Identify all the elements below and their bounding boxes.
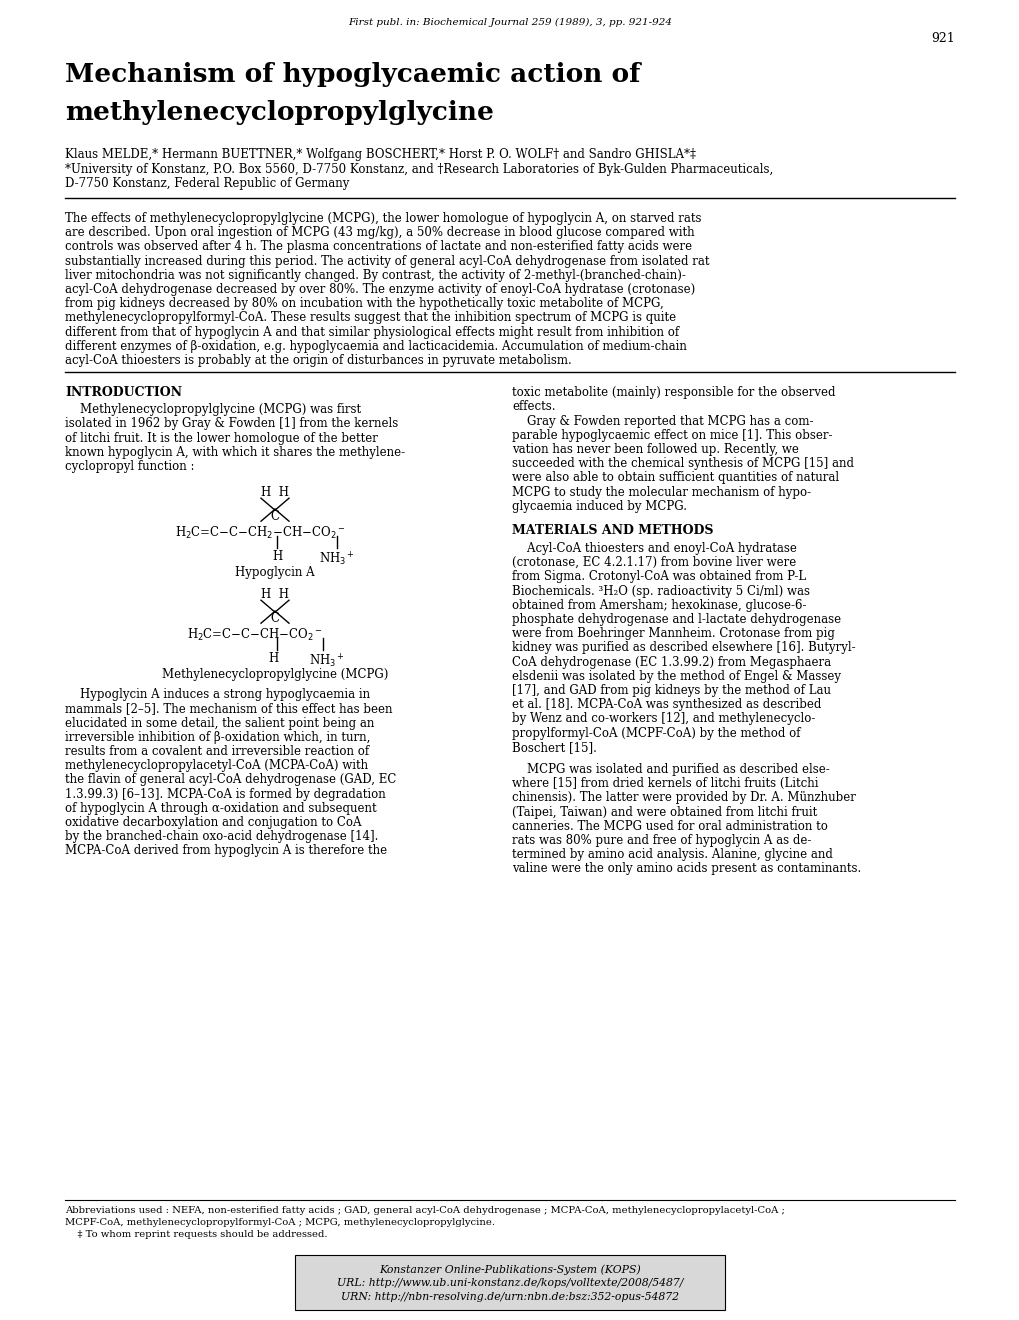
Text: URN: http://nbn-resolving.de/urn:nbn.de:bsz:352-opus-54872: URN: http://nbn-resolving.de/urn:nbn.de:… [340,1292,679,1302]
Text: 1.3.99.3) [6–13]. MCPA-CoA is formed by degradation: 1.3.99.3) [6–13]. MCPA-CoA is formed by … [65,788,385,801]
Text: mammals [2–5]. The mechanism of this effect has been: mammals [2–5]. The mechanism of this eff… [65,702,392,715]
Text: from pig kidneys decreased by 80% on incubation with the hypothetically toxic me: from pig kidneys decreased by 80% on inc… [65,297,663,310]
Text: parable hypoglycaemic effect on mice [1]. This obser-: parable hypoglycaemic effect on mice [1]… [512,429,832,442]
Text: are described. Upon oral ingestion of MCPG (43 mg/kg), a 50% decrease in blood g: are described. Upon oral ingestion of MC… [65,226,694,239]
Text: liver mitochondria was not significantly changed. By contrast, the activity of 2: liver mitochondria was not significantly… [65,269,685,281]
Text: substantially increased during this period. The activity of general acyl-CoA deh: substantially increased during this peri… [65,255,709,268]
Text: (crotonase, EC 4.2.1.17) from bovine liver were: (crotonase, EC 4.2.1.17) from bovine liv… [512,556,796,569]
Text: by the branched-chain oxo-acid dehydrogenase [14].: by the branched-chain oxo-acid dehydroge… [65,830,378,843]
Text: C: C [270,612,279,626]
Text: isolated in 1962 by Gray & Fowden [1] from the kernels: isolated in 1962 by Gray & Fowden [1] fr… [65,417,397,430]
Text: elucidated in some detail, the salient point being an: elucidated in some detail, the salient p… [65,717,374,730]
Text: H: H [268,652,278,665]
Text: controls was observed after 4 h. The plasma concentrations of lactate and non-es: controls was observed after 4 h. The pla… [65,240,692,253]
Text: Mechanism of hypoglycaemic action of: Mechanism of hypoglycaemic action of [65,62,640,87]
Text: kidney was purified as described elsewhere [16]. Butyryl-: kidney was purified as described elsewhe… [512,642,855,655]
Text: [17], and GAD from pig kidneys by the method of Lau: [17], and GAD from pig kidneys by the me… [512,684,830,697]
Text: toxic metabolite (mainly) responsible for the observed: toxic metabolite (mainly) responsible fo… [512,387,835,399]
Text: The effects of methylenecyclopropylglycine (MCPG), the lower homologue of hypogl: The effects of methylenecyclopropylglyci… [65,213,701,224]
Text: et al. [18]. MCPA-CoA was synthesized as described: et al. [18]. MCPA-CoA was synthesized as… [512,698,820,711]
Text: of litchi fruit. It is the lower homologue of the better: of litchi fruit. It is the lower homolog… [65,432,377,445]
Text: acyl-CoA thioesters is probably at the origin of disturbances in pyruvate metabo: acyl-CoA thioesters is probably at the o… [65,354,572,367]
Text: H  H: H H [261,486,288,499]
Text: H: H [272,550,282,564]
Text: from Sigma. Crotonyl-CoA was obtained from P-L: from Sigma. Crotonyl-CoA was obtained fr… [512,570,805,583]
Text: Boschert [15].: Boschert [15]. [512,741,596,754]
Text: methylenecyclopropylglycine: methylenecyclopropylglycine [65,100,493,125]
Text: elsdenii was isolated by the method of Engel & Massey: elsdenii was isolated by the method of E… [512,669,841,682]
Text: effects.: effects. [512,400,555,413]
Text: NH$_3$$^+$: NH$_3$$^+$ [309,652,344,669]
Text: were from Boehringer Mannheim. Crotonase from pig: were from Boehringer Mannheim. Crotonase… [512,627,835,640]
Text: Konstanzer Online-Publikations-System (KOPS): Konstanzer Online-Publikations-System (K… [379,1265,640,1275]
Text: D-7750 Konstanz, Federal Republic of Germany: D-7750 Konstanz, Federal Republic of Ger… [65,177,350,190]
Text: propylformyl-CoA (MCPF-CoA) by the method of: propylformyl-CoA (MCPF-CoA) by the metho… [512,726,800,739]
Text: Abbreviations used : NEFA, non-esterified fatty acids ; GAD, general acyl-CoA de: Abbreviations used : NEFA, non-esterifie… [65,1206,784,1214]
Text: of hypoglycin A through α-oxidation and subsequent: of hypoglycin A through α-oxidation and … [65,801,376,814]
Text: phosphate dehydrogenase and l-lactate dehydrogenase: phosphate dehydrogenase and l-lactate de… [512,612,841,626]
Text: MCPA-CoA derived from hypoglycin A is therefore the: MCPA-CoA derived from hypoglycin A is th… [65,845,387,858]
Text: chinensis). The latter were provided by Dr. A. Münzhuber: chinensis). The latter were provided by … [512,792,855,804]
Text: cyclopropyl function :: cyclopropyl function : [65,459,195,473]
Text: MCPG was isolated and purified as described else-: MCPG was isolated and purified as descri… [512,763,828,776]
Text: results from a covalent and irreversible reaction of: results from a covalent and irreversible… [65,744,369,758]
Text: known hypoglycin A, with which it shares the methylene-: known hypoglycin A, with which it shares… [65,446,405,459]
Text: MATERIALS AND METHODS: MATERIALS AND METHODS [512,524,713,537]
Text: Klaus MELDE,* Hermann BUETTNER,* Wolfgang BOSCHERT,* Horst P. O. WOLF† and Sandr: Klaus MELDE,* Hermann BUETTNER,* Wolfgan… [65,148,695,161]
Text: C: C [270,511,279,523]
Text: glycaemia induced by MCPG.: glycaemia induced by MCPG. [512,500,687,512]
Text: the flavin of general acyl-CoA dehydrogenase (GAD, EC: the flavin of general acyl-CoA dehydroge… [65,774,396,787]
Text: by Wenz and co-workers [12], and methylenecyclo-: by Wenz and co-workers [12], and methyle… [512,713,814,726]
Text: First publ. in: Biochemical Journal 259 (1989), 3, pp. 921-924: First publ. in: Biochemical Journal 259 … [347,18,672,28]
Text: *University of Konstanz, P.O. Box 5560, D-7750 Konstanz, and †Research Laborator: *University of Konstanz, P.O. Box 5560, … [65,162,772,176]
Text: succeeded with the chemical synthesis of MCPG [15] and: succeeded with the chemical synthesis of… [512,457,853,470]
Text: were also able to obtain sufficient quantities of natural: were also able to obtain sufficient quan… [512,471,839,484]
Text: INTRODUCTION: INTRODUCTION [65,387,181,399]
Text: Hypoglycin A induces a strong hypoglycaemia in: Hypoglycin A induces a strong hypoglycae… [65,688,370,701]
Text: MCPF-CoA, methylenecyclopropylformyl-CoA ; MCPG, methylenecyclopropylglycine.: MCPF-CoA, methylenecyclopropylformyl-CoA… [65,1218,494,1228]
Text: methylenecyclopropylformyl-CoA. These results suggest that the inhibition spectr: methylenecyclopropylformyl-CoA. These re… [65,312,676,325]
Text: ‡ To whom reprint requests should be addressed.: ‡ To whom reprint requests should be add… [65,1230,327,1239]
Text: valine were the only amino acids present as contaminants.: valine were the only amino acids present… [512,862,860,875]
Text: Methylenecyclopropylglycine (MCPG): Methylenecyclopropylglycine (MCPG) [162,668,388,681]
Text: where [15] from dried kernels of litchi fruits (Litchi: where [15] from dried kernels of litchi … [512,777,817,791]
Text: Methylenecyclopropylglycine (MCPG) was first: Methylenecyclopropylglycine (MCPG) was f… [65,403,361,416]
Text: termined by amino acid analysis. Alanine, glycine and: termined by amino acid analysis. Alanine… [512,849,833,861]
Text: URL: http://www.ub.uni-konstanz.de/kops/volltexte/2008/5487/: URL: http://www.ub.uni-konstanz.de/kops/… [336,1278,683,1288]
Text: different from that of hypoglycin A and that similar physiological effects might: different from that of hypoglycin A and … [65,326,679,339]
Text: Biochemicals. ³H₂O (sp. radioactivity 5 Ci/ml) was: Biochemicals. ³H₂O (sp. radioactivity 5 … [512,585,809,598]
Text: canneries. The MCPG used for oral administration to: canneries. The MCPG used for oral admini… [512,820,827,833]
Text: H$_2$C=C$-$C$-$CH$-$CO$_2$$^-$: H$_2$C=C$-$C$-$CH$-$CO$_2$$^-$ [186,627,322,643]
Text: 921: 921 [930,32,954,45]
Text: H  H: H H [261,589,288,601]
Text: Hypoglycin A: Hypoglycin A [235,566,315,579]
Text: vation has never been followed up. Recently, we: vation has never been followed up. Recen… [512,444,798,455]
Text: (Taipei, Taiwan) and were obtained from litchi fruit: (Taipei, Taiwan) and were obtained from … [512,805,816,818]
Text: obtained from Amersham; hexokinase, glucose-6-: obtained from Amersham; hexokinase, gluc… [512,599,806,611]
Text: different enzymes of β-oxidation, e.g. hypoglycaemia and lacticacidemia. Accumul: different enzymes of β-oxidation, e.g. h… [65,339,686,352]
Text: Gray & Fowden reported that MCPG has a com-: Gray & Fowden reported that MCPG has a c… [512,414,813,428]
Text: Acyl-CoA thioesters and enoyl-CoA hydratase: Acyl-CoA thioesters and enoyl-CoA hydrat… [512,543,796,554]
Text: MCPG to study the molecular mechanism of hypo-: MCPG to study the molecular mechanism of… [512,486,810,499]
Text: acyl-CoA dehydrogenase decreased by over 80%. The enzyme activity of enoyl-CoA h: acyl-CoA dehydrogenase decreased by over… [65,282,695,296]
Text: rats was 80% pure and free of hypoglycin A as de-: rats was 80% pure and free of hypoglycin… [512,834,810,847]
Text: CoA dehydrogenase (EC 1.3.99.2) from Megasphaera: CoA dehydrogenase (EC 1.3.99.2) from Meg… [512,656,830,669]
Bar [294,1255,725,1309]
Text: irreversible inhibition of β-oxidation which, in turn,: irreversible inhibition of β-oxidation w… [65,731,370,743]
Text: NH$_3$$^+$: NH$_3$$^+$ [319,550,355,568]
Text: oxidative decarboxylation and conjugation to CoA: oxidative decarboxylation and conjugatio… [65,816,361,829]
Text: H$_2$C=C$-$C$-$CH$_2$$-$CH$-$CO$_2$$^-$: H$_2$C=C$-$C$-$CH$_2$$-$CH$-$CO$_2$$^-$ [175,525,345,541]
Text: methylenecyclopropylacetyl-CoA (MCPA-CoA) with: methylenecyclopropylacetyl-CoA (MCPA-CoA… [65,759,368,772]
